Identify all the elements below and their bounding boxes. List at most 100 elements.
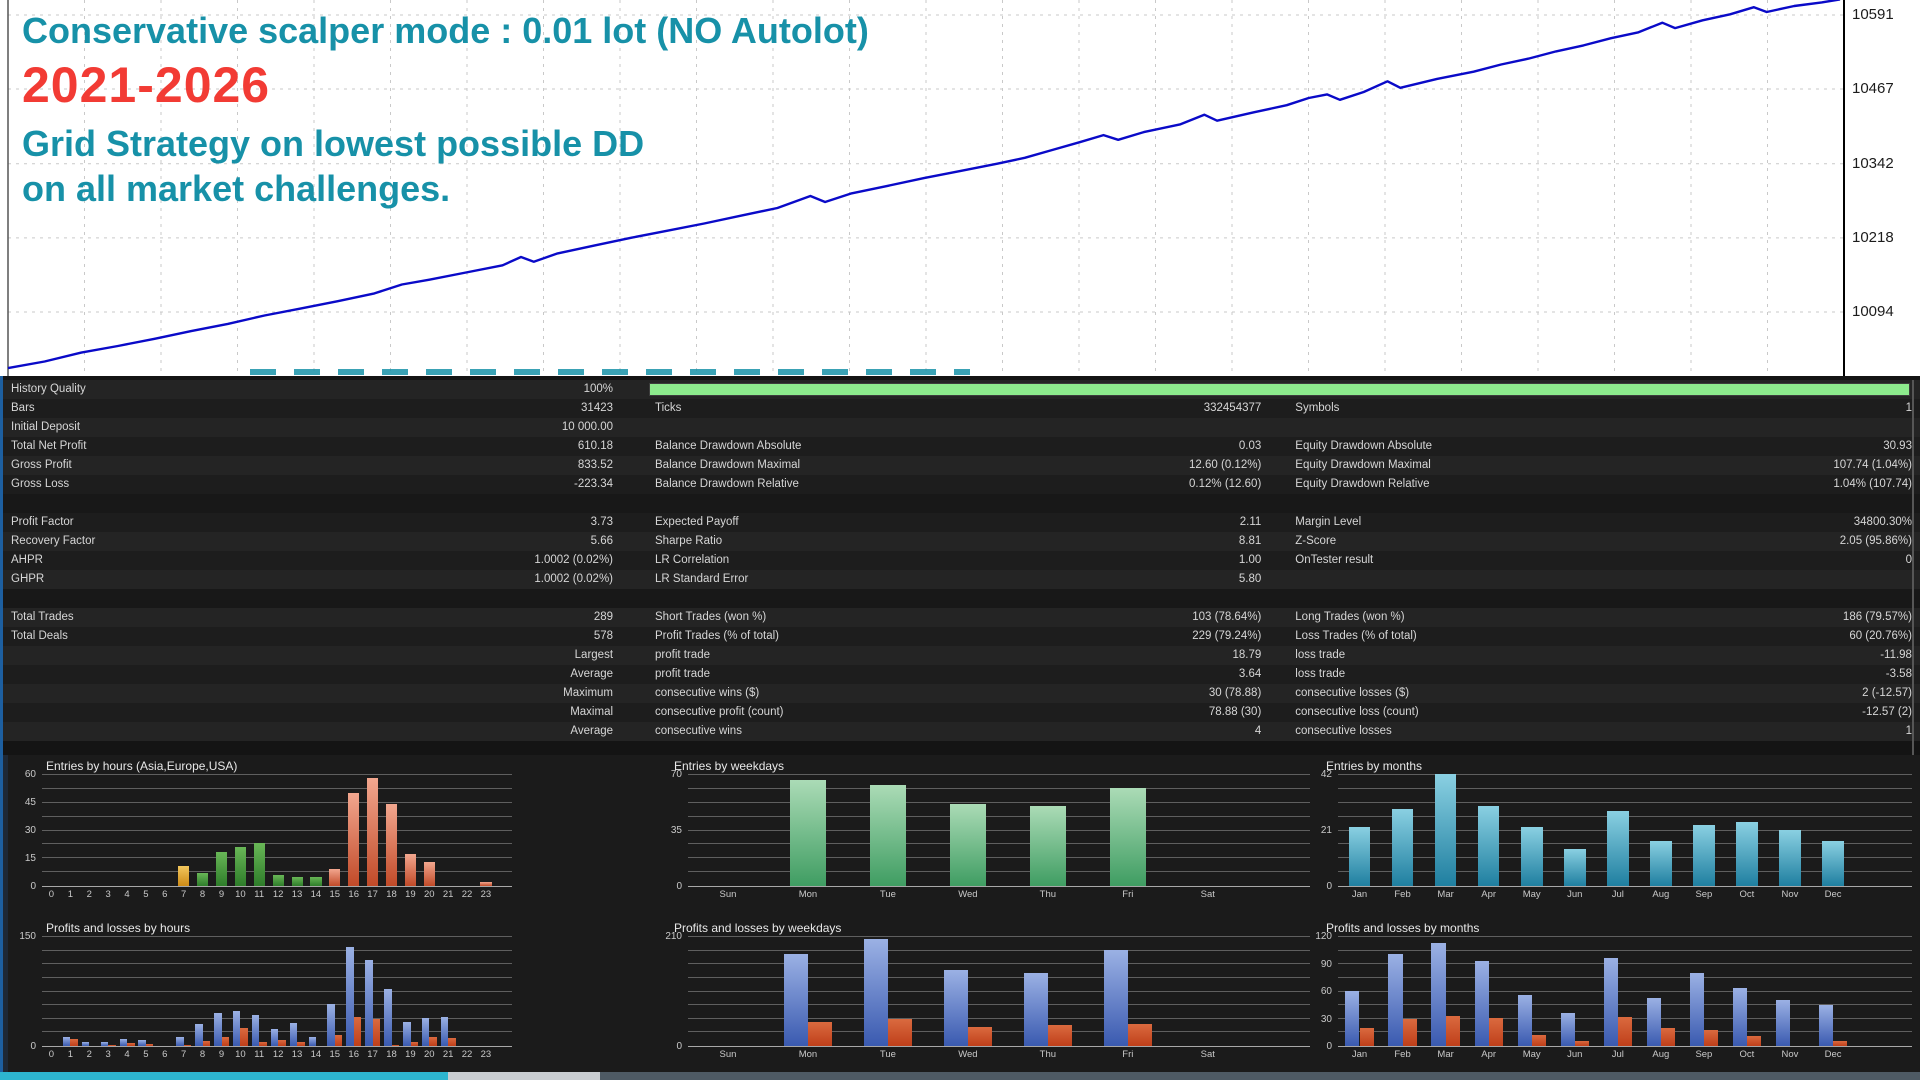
table-row[interactable]: Total Net Profit 610.18 Balance Drawdown A… [3, 437, 1920, 456]
x-axis-label: 11 [254, 889, 265, 900]
x-axis-label: Oct [1739, 889, 1755, 900]
x-axis-label: 1 [67, 1049, 73, 1060]
stat-value: 18.79 [1232, 649, 1262, 661]
x-axis-label: Jul [1611, 889, 1624, 900]
table-cell: GHPR 1.0002 (0.02%) [3, 570, 649, 589]
bar-loss [967, 1026, 992, 1046]
table-row[interactable]: Total Trades 289 Short Trades (won %) 103 (… [3, 608, 1920, 627]
gridline [1338, 976, 1912, 978]
x-axis-label: 13 [291, 889, 303, 900]
chart-entries-by-weekdays: Entries by weekdays Sun Mon Tue Wed Thu Fri Sat… [660, 759, 1310, 901]
y-axis-label: 0 [1326, 1041, 1332, 1052]
mini-chart-title: Profits and losses by months [1326, 921, 1480, 935]
x-axis-label: 16 [348, 1049, 359, 1060]
table-row[interactable]: Recovery Factor 5.66 Sharpe Ratio 8.81 Z-Sco… [3, 532, 1920, 551]
gridline [688, 843, 1310, 845]
gridline [42, 829, 512, 831]
table-row[interactable]: Average consecutive wins 4 consecutive loss… [3, 722, 1920, 741]
gridline [42, 990, 512, 992]
table-row[interactable]: Initial Deposit 10 000.00 [3, 418, 1920, 437]
x-axis-label: Aug [1652, 1049, 1670, 1060]
x-axis-label: 17 [367, 889, 378, 900]
left-edge-strip [0, 755, 8, 1080]
stat-label: Recovery Factor [11, 535, 96, 547]
table-row[interactable]: Largest profit trade 18.79 loss trade -11.98 [3, 646, 1920, 665]
y-axis-label: 45 [24, 797, 36, 808]
table-row[interactable]: AHPR 1.0002 (0.02%) LR Correlation 1.00 OnTe… [3, 551, 1920, 570]
scrollbar-thumb[interactable] [448, 1072, 600, 1080]
bar-loss [1127, 1024, 1152, 1046]
table-cell: Z-Score 2.05 (95.86%) [1289, 532, 1920, 551]
stat-value: 0.03 [1238, 440, 1262, 452]
table-row[interactable]: Gross Profit 833.52 Balance Drawdown Maxim… [3, 456, 1920, 475]
bar-loss [1617, 1016, 1632, 1046]
table-row[interactable] [3, 494, 1920, 513]
bar-europe [310, 876, 322, 886]
table-row[interactable]: GHPR 1.0002 (0.02%) LR Standard Error 5.80 [3, 570, 1920, 589]
gridline [42, 774, 512, 775]
chart-pl-by-hours: Profits and losses by hours 0 1 2 3 4 5 6 7 8 9 10 1… [10, 921, 512, 1061]
bar-loss [391, 1044, 400, 1046]
bar-loss [240, 1027, 248, 1046]
y-axis-label: 0 [30, 881, 36, 892]
x-axis-label: 15 [329, 889, 341, 900]
table-row[interactable]: History Quality 100% [3, 380, 1920, 399]
table-row[interactable]: Bars 31423 Ticks 332454377 Symbols 1 [3, 399, 1920, 418]
bar-profit [232, 1010, 241, 1046]
table-row[interactable]: Average profit trade 3.64 loss trade -3.58 [3, 665, 1920, 684]
x-axis-label: Dec [1824, 889, 1842, 900]
table-row[interactable] [3, 589, 1920, 608]
y-axis-label: 30 [24, 825, 36, 836]
x-axis-label: Mar [1437, 1049, 1454, 1060]
stat-label: consecutive losses [1295, 725, 1392, 737]
bar-profit [784, 954, 808, 1046]
gridline [42, 936, 512, 937]
stat-value: 30.93 [1883, 440, 1912, 452]
bar-loss [1445, 1015, 1460, 1046]
table-cell: Equity Drawdown Relative 1.04% (107.74) [1289, 475, 1920, 494]
stat-value: 5.66 [590, 535, 614, 547]
table-cell: Average [3, 665, 649, 684]
bar-loss [127, 1043, 135, 1046]
stat-label: Gross Loss [11, 478, 70, 490]
table-row[interactable]: Profit Factor 3.73 Expected Payoff 2.11 Marg… [3, 513, 1920, 532]
right-scrollbar-rail[interactable] [1912, 380, 1914, 1072]
table-cell: consecutive wins ($) 30 (78.88) [649, 684, 1289, 703]
stat-label: consecutive wins [655, 725, 742, 737]
stat-label: Bars [11, 402, 35, 414]
x-axis-label: 11 [254, 1049, 265, 1060]
stat-label: AHPR [11, 554, 43, 566]
table-cell: Total Trades 289 [3, 608, 649, 627]
gridline [688, 990, 1310, 992]
scrollbar-track[interactable] [600, 1072, 1920, 1080]
bar-profit [346, 947, 354, 1046]
x-axis-label: 6 [162, 1049, 168, 1060]
horizontal-scrollbar [0, 1072, 1920, 1080]
table-row[interactable]: Maximum consecutive wins ($) 30 (78.88) con… [3, 684, 1920, 703]
table-row[interactable]: Gross Loss -223.34 Balance Drawdown Relati… [3, 475, 1920, 494]
stat-label: Equity Drawdown Relative [1295, 478, 1430, 490]
title-line-3: Grid Strategy on lowest possible DD [22, 122, 645, 164]
bar-wgreen [949, 804, 986, 886]
x-axis-label: Tue [879, 889, 896, 900]
table-row[interactable]: Maximal consecutive profit (count) 78.88 (… [3, 703, 1920, 722]
stat-value: 2.05 (95.86%) [1839, 535, 1912, 547]
chart-pl-by-weekdays: Profits and losses by weekdays Sun Mon Tue W… [660, 921, 1310, 1061]
x-axis-label: Jun [1567, 1049, 1583, 1060]
x-axis-label: Sun [719, 889, 737, 900]
gridline [1338, 963, 1912, 965]
x-axis-label: Jan [1351, 889, 1368, 900]
table-row[interactable]: Total Deals 578 Profit Trades (% of total)… [3, 627, 1920, 646]
x-axis-label: Dec [1824, 1049, 1842, 1060]
distribution-charts-panel: Entries by hours (Asia,Europe,USA) 0 1 2 3 4 5… [0, 755, 1920, 1080]
x-axis-label: Jan [1351, 1049, 1368, 1060]
y-axis-label: 150 [19, 931, 36, 942]
gridline [42, 815, 512, 817]
x-axis-label: Jun [1567, 889, 1583, 900]
gridline [42, 963, 512, 965]
y-axis-label: 120 [1315, 931, 1332, 942]
equity-curve-plot [0, 0, 1843, 381]
bar-profit [1818, 1004, 1834, 1046]
mini-chart-plot [688, 936, 1310, 1047]
stat-value: Average [570, 725, 614, 737]
